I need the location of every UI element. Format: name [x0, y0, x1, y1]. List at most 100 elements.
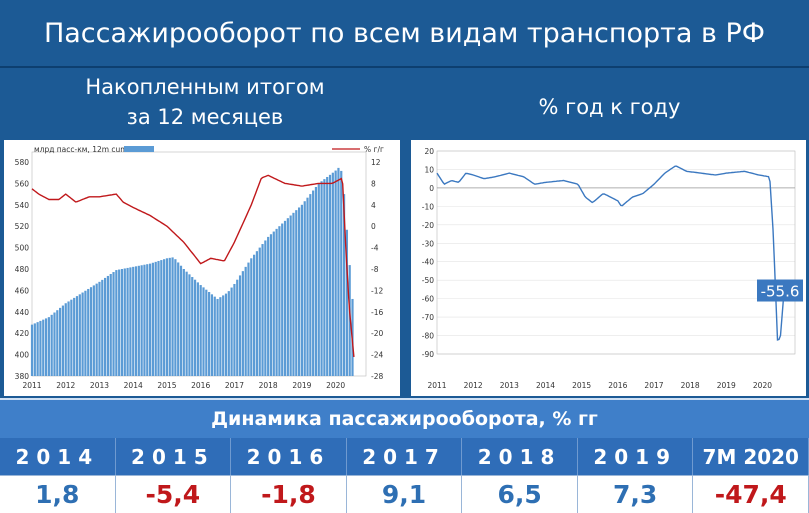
- years-row: 2014 2015 2016 2017 2018 2019 7M 2020: [0, 438, 809, 475]
- bar: [98, 281, 101, 376]
- title-divider: [0, 66, 809, 68]
- bar: [244, 266, 247, 376]
- bar: [297, 207, 301, 376]
- bar: [154, 261, 157, 376]
- x-tick: 2020: [326, 381, 345, 390]
- year-cell: 2014: [0, 438, 116, 475]
- bar: [196, 282, 199, 376]
- bar: [278, 226, 281, 376]
- bar: [253, 254, 256, 376]
- bar: [165, 258, 169, 376]
- yoy-chart: 20 10 0 -10 -20 -30 -40 -50 -60 -70 -80 -90 2011 2012…: [422, 147, 803, 390]
- bar: [84, 290, 87, 376]
- bar: [241, 271, 244, 376]
- x-tick: 2019: [717, 381, 736, 390]
- y-right-tick: -4: [371, 244, 379, 253]
- legend-line-label: % г/г: [364, 145, 384, 154]
- bar: [213, 296, 216, 376]
- y-right-tick: -8: [371, 265, 379, 274]
- left-heading-line-1: Накопленным итогом: [85, 75, 325, 99]
- y-tick: 20: [424, 147, 434, 156]
- y-left-tick: 500: [15, 244, 30, 253]
- x-tick: 2011: [22, 381, 41, 390]
- y-tick: -90: [422, 350, 434, 359]
- x-tick: 2019: [292, 381, 311, 390]
- bar: [101, 279, 104, 376]
- bar: [227, 291, 230, 376]
- bar: [109, 273, 112, 376]
- y-right-tick: 12: [371, 158, 381, 167]
- bar: [312, 190, 315, 376]
- bar: [179, 265, 183, 376]
- year-cell: 2018: [462, 438, 578, 475]
- bar: [342, 194, 346, 376]
- y-right-tick: -20: [371, 329, 383, 338]
- x-tick: 2011: [427, 381, 446, 390]
- bar: [81, 292, 84, 376]
- y-left-tick: 420: [15, 329, 30, 338]
- value-cell: 1,8: [0, 475, 116, 513]
- bar: [70, 299, 73, 376]
- y-left-tick: 480: [15, 265, 30, 274]
- bar: [95, 283, 98, 376]
- y-right-tick: 8: [371, 179, 376, 188]
- bar: [168, 257, 171, 376]
- y-tick: -10: [422, 202, 434, 211]
- bar: [286, 218, 289, 376]
- left-heading: Накопленным итогом за 12 месяцев: [10, 72, 400, 132]
- bar: [300, 204, 303, 376]
- bar: [140, 265, 143, 376]
- y-tick: -70: [422, 313, 434, 322]
- y-right-tick: -28: [371, 372, 383, 381]
- bar: [258, 247, 261, 376]
- bar: [174, 259, 177, 376]
- bar: [326, 176, 329, 376]
- y-left-tick: 540: [15, 201, 30, 210]
- annotation-box: [757, 279, 803, 302]
- bar: [345, 229, 348, 376]
- bar: [73, 297, 76, 376]
- bar: [118, 269, 121, 376]
- x-tick: 2013: [90, 381, 109, 390]
- bar: [222, 295, 225, 376]
- y-left-tick: 580: [15, 158, 30, 167]
- bar: [56, 310, 59, 376]
- bar: [120, 269, 124, 376]
- y-tick: -60: [422, 295, 434, 304]
- y-right-tick: -24: [371, 351, 383, 360]
- bar: [47, 317, 50, 376]
- bar: [199, 285, 202, 376]
- bar: [255, 251, 259, 376]
- bar: [185, 271, 188, 376]
- bar: [219, 297, 222, 376]
- year-cell: 2016: [231, 438, 347, 475]
- bar: [193, 279, 197, 376]
- bar: [272, 231, 275, 376]
- bar: [160, 260, 163, 376]
- x-tick: 2013: [500, 381, 519, 390]
- bar: [33, 323, 36, 376]
- x-tick: 2012: [56, 381, 75, 390]
- bar: [267, 236, 270, 376]
- y-left-tick: 460: [15, 286, 30, 295]
- bar: [292, 212, 295, 376]
- bar: [151, 262, 154, 376]
- bar: [148, 263, 152, 376]
- bar: [134, 266, 138, 376]
- x-tick: 2018: [259, 381, 278, 390]
- year-cell: 2017: [347, 438, 463, 475]
- bar: [188, 274, 191, 376]
- bar: [340, 170, 343, 376]
- bar: [334, 170, 337, 376]
- bar: [64, 303, 67, 376]
- bar: [67, 301, 70, 376]
- bar: [317, 183, 320, 376]
- bar: [309, 194, 312, 376]
- y-tick: -80: [422, 332, 434, 341]
- x-tick: 2014: [124, 381, 143, 390]
- bar: [157, 260, 160, 376]
- cumulative-chart: млрд пасс-км, 12m cumm % г/г 580 560 540 520 5…: [15, 145, 384, 390]
- bar: [89, 287, 93, 376]
- bar: [250, 258, 253, 376]
- bar: [182, 269, 185, 376]
